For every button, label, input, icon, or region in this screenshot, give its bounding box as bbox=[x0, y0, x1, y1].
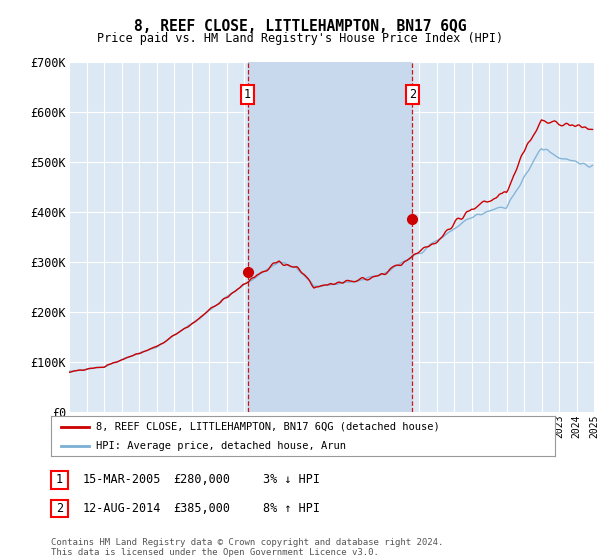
Text: 1: 1 bbox=[56, 473, 63, 487]
Text: 3% ↓ HPI: 3% ↓ HPI bbox=[263, 473, 320, 487]
Text: £385,000: £385,000 bbox=[173, 502, 230, 515]
Text: 15-MAR-2005: 15-MAR-2005 bbox=[83, 473, 161, 487]
Text: Price paid vs. HM Land Registry's House Price Index (HPI): Price paid vs. HM Land Registry's House … bbox=[97, 31, 503, 45]
Text: 1: 1 bbox=[244, 87, 251, 101]
Text: 2: 2 bbox=[56, 502, 63, 515]
Text: 8, REEF CLOSE, LITTLEHAMPTON, BN17 6QG: 8, REEF CLOSE, LITTLEHAMPTON, BN17 6QG bbox=[134, 20, 466, 34]
Text: 8, REEF CLOSE, LITTLEHAMPTON, BN17 6QG (detached house): 8, REEF CLOSE, LITTLEHAMPTON, BN17 6QG (… bbox=[97, 422, 440, 432]
Text: 12-AUG-2014: 12-AUG-2014 bbox=[83, 502, 161, 515]
Text: HPI: Average price, detached house, Arun: HPI: Average price, detached house, Arun bbox=[97, 441, 346, 450]
Text: £280,000: £280,000 bbox=[173, 473, 230, 487]
Text: Contains HM Land Registry data © Crown copyright and database right 2024.
This d: Contains HM Land Registry data © Crown c… bbox=[51, 538, 443, 557]
Text: 8% ↑ HPI: 8% ↑ HPI bbox=[263, 502, 320, 515]
Bar bbox=[248, 62, 412, 412]
Text: 2: 2 bbox=[409, 87, 416, 101]
